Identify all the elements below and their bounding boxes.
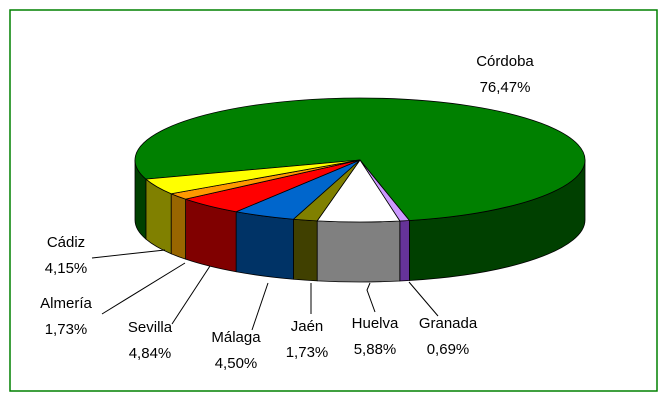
- slice: [134, 97, 586, 221]
- leader-line: [251, 282, 269, 331]
- value-label: 76,47%: [480, 79, 531, 96]
- category-label: Málaga: [211, 329, 261, 346]
- value-label: 1,73%: [45, 321, 88, 338]
- leader-line: [408, 281, 439, 317]
- category-label: Almería: [40, 295, 92, 312]
- value-label: 4,15%: [45, 260, 88, 277]
- leader-line: [171, 265, 211, 325]
- leader-line: [366, 282, 376, 313]
- slice: [145, 159, 361, 195]
- value-label: 4,50%: [215, 355, 258, 372]
- category-label: Huelva: [352, 315, 399, 332]
- slice-side: [399, 220, 410, 282]
- slice-side: [316, 220, 401, 283]
- category-label: Sevilla: [128, 319, 173, 336]
- slice-side: [293, 218, 318, 282]
- slice-side: [170, 193, 186, 260]
- value-label: 1,73%: [286, 344, 329, 361]
- slice-side: [235, 211, 294, 280]
- category-label: Jaén: [291, 318, 324, 335]
- value-label: 0,69%: [427, 341, 470, 358]
- value-label: 5,88%: [354, 341, 397, 358]
- value-label: 4,84%: [129, 345, 172, 362]
- category-label: Cádiz: [47, 234, 85, 251]
- category-label: Córdoba: [476, 53, 534, 70]
- category-label: Granada: [419, 315, 478, 332]
- leader-line: [101, 262, 186, 315]
- leader-line: [91, 249, 166, 259]
